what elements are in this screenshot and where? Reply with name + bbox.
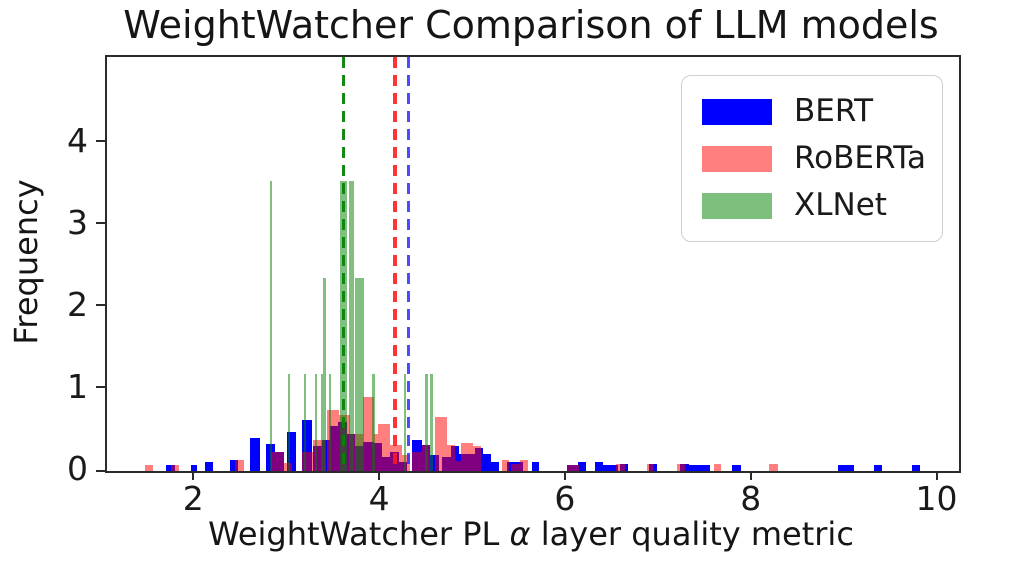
histogram-bar-bert xyxy=(531,461,540,471)
legend-swatch-xlnet xyxy=(702,192,772,219)
histogram-bar-roberta xyxy=(402,455,410,471)
legend-item-xlnet: XLNet xyxy=(702,182,942,229)
x-tick-mark xyxy=(563,471,566,480)
legend: BERT RoBERTa XLNet xyxy=(681,75,943,242)
mean-line-xlnet xyxy=(341,57,346,471)
histogram-bar-roberta xyxy=(616,464,625,471)
histogram-bar-roberta xyxy=(235,459,244,471)
histogram-bar-xlnet xyxy=(424,374,428,471)
x-tick-label: 2 xyxy=(182,479,204,518)
histogram-bar-roberta xyxy=(519,460,528,471)
x-axis-label-text: WeightWatcher PL xyxy=(208,515,510,553)
histogram-bar-bert xyxy=(490,461,500,471)
histogram-bar-roberta xyxy=(769,464,778,471)
histogram-bar-roberta xyxy=(302,452,314,471)
histogram-bar-bert xyxy=(166,465,175,471)
mean-line-bert xyxy=(406,57,411,471)
y-tick-mark xyxy=(96,222,105,225)
legend-label-bert: BERT xyxy=(794,93,874,129)
y-tick-label: 4 xyxy=(67,121,88,161)
x-tick-label: 8 xyxy=(740,479,762,518)
histogram-bar-xlnet xyxy=(355,277,360,471)
histogram-bar-bert xyxy=(911,465,920,471)
histogram-bar-roberta xyxy=(501,460,510,471)
histogram-bar-xlnet xyxy=(404,374,407,471)
y-tick-label: 3 xyxy=(67,203,88,243)
histogram-bar-xlnet xyxy=(329,374,331,471)
histogram-bar-roberta xyxy=(171,465,180,471)
x-tick-mark xyxy=(749,471,752,480)
x-tick-label: 4 xyxy=(368,479,390,518)
y-tick-mark xyxy=(96,386,105,389)
y-tick-mark xyxy=(96,304,105,307)
histogram-bar-bert xyxy=(838,465,854,471)
y-tick-label: 2 xyxy=(67,285,88,325)
histogram-bar-bert xyxy=(204,461,213,471)
histogram-bar-xlnet xyxy=(430,374,434,471)
histogram-bar-bert xyxy=(287,431,296,471)
legend-swatch-bert xyxy=(702,98,772,125)
histogram-bar-xlnet xyxy=(359,277,365,471)
histogram-bar-roberta xyxy=(362,397,374,471)
histogram-bar-roberta xyxy=(411,452,422,471)
x-tick-label: 6 xyxy=(554,479,576,518)
x-axis-label-text-2: layer quality metric xyxy=(530,515,854,553)
histogram-bar-roberta xyxy=(455,461,461,471)
histogram-bar-roberta xyxy=(373,434,379,471)
histogram-bar-bert xyxy=(229,460,238,471)
histogram-bar-xlnet xyxy=(288,374,291,471)
histogram-bar-xlnet xyxy=(269,180,273,471)
histogram-bar-bert xyxy=(603,465,618,471)
histogram-bar-roberta xyxy=(447,444,456,471)
y-tick-mark xyxy=(96,470,105,472)
histogram-bar-bert xyxy=(732,465,741,471)
legend-item-bert: BERT xyxy=(702,88,942,135)
histogram-bar-bert xyxy=(688,465,710,471)
x-axis-label: WeightWatcher PL α layer quality metric xyxy=(105,515,957,553)
histogram-bar-roberta xyxy=(646,464,654,471)
histogram-bar-xlnet xyxy=(323,277,327,471)
histogram-bar-roberta xyxy=(676,464,685,471)
legend-label-xlnet: XLNet xyxy=(794,187,887,223)
y-tick-label: 0 xyxy=(67,449,88,488)
alpha-symbol: α xyxy=(509,515,531,553)
x-tick-label: 10 xyxy=(915,479,958,518)
histogram-bar-bert xyxy=(190,465,198,471)
mean-line-roberta xyxy=(393,57,397,471)
histogram-bar-bert xyxy=(250,438,261,471)
histogram-bar-roberta xyxy=(511,464,520,471)
legend-swatch-roberta xyxy=(702,145,772,172)
histogram-bar-bert xyxy=(873,465,882,471)
histogram-bar-bert xyxy=(578,461,587,471)
histogram-bar-bert xyxy=(302,420,313,471)
chart-title: WeightWatcher Comparison of LLM models xyxy=(123,3,939,47)
y-tick-label: 1 xyxy=(67,367,88,407)
histogram-bar-bert xyxy=(483,453,491,471)
histogram-bar-xlnet xyxy=(320,374,323,471)
histogram-bar-xlnet xyxy=(303,374,306,471)
histogram-bar-roberta xyxy=(460,443,474,471)
histogram-bar-xlnet xyxy=(315,374,317,471)
legend-item-roberta: RoBERTa xyxy=(702,135,942,182)
y-tick-mark xyxy=(96,140,105,143)
histogram-bar-roberta xyxy=(473,446,482,471)
histogram-bar-roberta xyxy=(283,462,292,471)
histogram-bar-xlnet xyxy=(349,180,355,471)
plot-area: BERT RoBERTa XLNet xyxy=(105,55,961,473)
x-tick-mark xyxy=(935,471,938,480)
x-tick-mark xyxy=(192,471,195,480)
histogram-bar-xlnet xyxy=(371,374,375,471)
histogram-bar-roberta xyxy=(270,452,284,471)
x-tick-mark xyxy=(378,471,381,480)
histogram-bar-roberta xyxy=(378,424,391,471)
histogram-bar-bert xyxy=(594,461,604,471)
histogram-bar-roberta xyxy=(713,464,722,471)
histogram-bar-roberta xyxy=(566,465,579,471)
legend-label-roberta: RoBERTa xyxy=(794,140,927,176)
histogram-bar-roberta xyxy=(434,416,448,471)
histogram-bar-bert xyxy=(430,454,439,471)
histogram-bar-roberta xyxy=(145,465,154,471)
